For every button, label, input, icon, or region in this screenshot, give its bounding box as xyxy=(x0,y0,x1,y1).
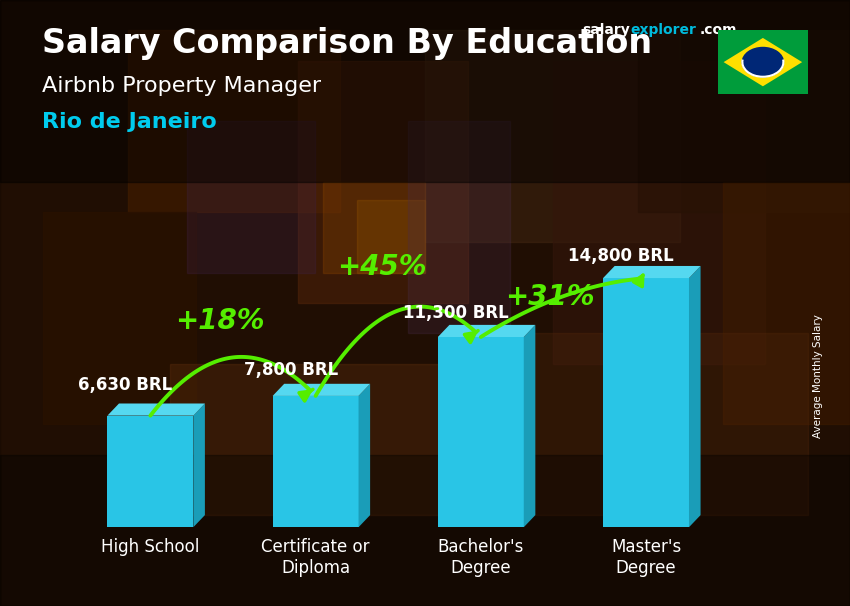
Bar xyxy=(722,182,850,424)
Bar xyxy=(0,454,850,606)
Text: 11,300 BRL: 11,300 BRL xyxy=(403,304,509,322)
Text: 6,630 BRL: 6,630 BRL xyxy=(78,376,173,394)
Polygon shape xyxy=(723,38,802,86)
Bar xyxy=(425,30,680,242)
Polygon shape xyxy=(359,384,370,527)
Bar xyxy=(604,278,689,527)
Bar xyxy=(552,61,765,364)
Polygon shape xyxy=(193,404,205,527)
Text: Rio de Janeiro: Rio de Janeiro xyxy=(42,112,218,132)
Bar xyxy=(273,396,359,527)
Circle shape xyxy=(742,47,784,77)
Bar xyxy=(187,121,314,273)
Polygon shape xyxy=(438,325,536,337)
Bar xyxy=(468,333,808,515)
Polygon shape xyxy=(604,266,700,278)
Text: salary: salary xyxy=(582,23,630,37)
Text: Salary Comparison By Education: Salary Comparison By Education xyxy=(42,27,653,60)
Bar xyxy=(408,121,510,333)
Text: explorer: explorer xyxy=(631,23,697,37)
Polygon shape xyxy=(689,266,700,527)
Polygon shape xyxy=(107,404,205,416)
Polygon shape xyxy=(524,325,536,527)
Bar xyxy=(42,212,196,424)
Text: +31%: +31% xyxy=(506,283,595,311)
Text: +45%: +45% xyxy=(337,253,427,281)
Polygon shape xyxy=(273,384,370,396)
Bar xyxy=(638,30,850,212)
Text: 14,800 BRL: 14,800 BRL xyxy=(569,247,674,265)
Bar xyxy=(323,182,425,273)
Text: +18%: +18% xyxy=(175,307,264,335)
Bar xyxy=(128,30,340,212)
Bar xyxy=(0,0,850,182)
Bar xyxy=(298,61,468,303)
Bar xyxy=(438,337,524,527)
Bar xyxy=(170,364,468,515)
Bar xyxy=(107,416,193,527)
Bar xyxy=(357,200,425,273)
Text: Average Monthly Salary: Average Monthly Salary xyxy=(813,314,823,438)
Text: .com: .com xyxy=(700,23,737,37)
Text: Airbnb Property Manager: Airbnb Property Manager xyxy=(42,76,321,96)
Text: 7,800 BRL: 7,800 BRL xyxy=(244,361,338,379)
